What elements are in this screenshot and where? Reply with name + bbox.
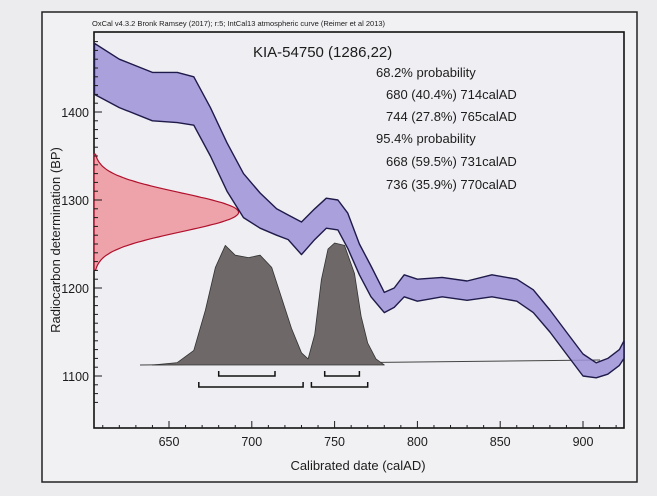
range-68-label: 68.2% probability [376,65,476,80]
range-68-interval-1: 680 (40.4%) 714calAD [386,87,517,102]
range-bracket-68-1 [217,371,276,377]
y-tick-label: 1100 [62,370,89,384]
range-95-interval-2: 736 (35.9%) 770calAD [386,177,517,192]
x-tick-label: 750 [324,435,345,449]
y-tick-label: 1400 [61,106,89,120]
x-tick-label: 650 [159,435,180,449]
range-bracket-95-1 [198,382,304,388]
y-tick-label: 1200 [61,282,89,296]
calibrated-distribution [152,242,385,366]
x-axis-label: Calibrated date (calAD) [290,458,425,473]
x-tick-label: 700 [241,435,262,449]
y-axis-label: Radiocarbon determination (BP) [48,147,63,333]
calibration-curve-band [93,42,625,379]
chart-title: KIA-54750 (1286,22) [253,44,392,61]
x-tick-label: 900 [573,435,594,449]
range-68-interval-2: 744 (27.8%) 765calAD [386,109,517,124]
range-bracket-95-2 [310,382,369,388]
y-tick-label: 1300 [61,194,89,208]
range-95-label: 95.4% probability [376,131,476,146]
range-bracket-68-2 [323,371,361,377]
software-header: OxCal v4.3.2 Bronk Ramsey (2017); r:5; I… [92,19,386,28]
range-95-interval-1: 668 (59.5%) 731calAD [386,154,517,169]
radiocarbon-distribution [93,153,240,271]
x-tick-label: 800 [407,435,428,449]
x-tick-label: 850 [490,435,511,449]
